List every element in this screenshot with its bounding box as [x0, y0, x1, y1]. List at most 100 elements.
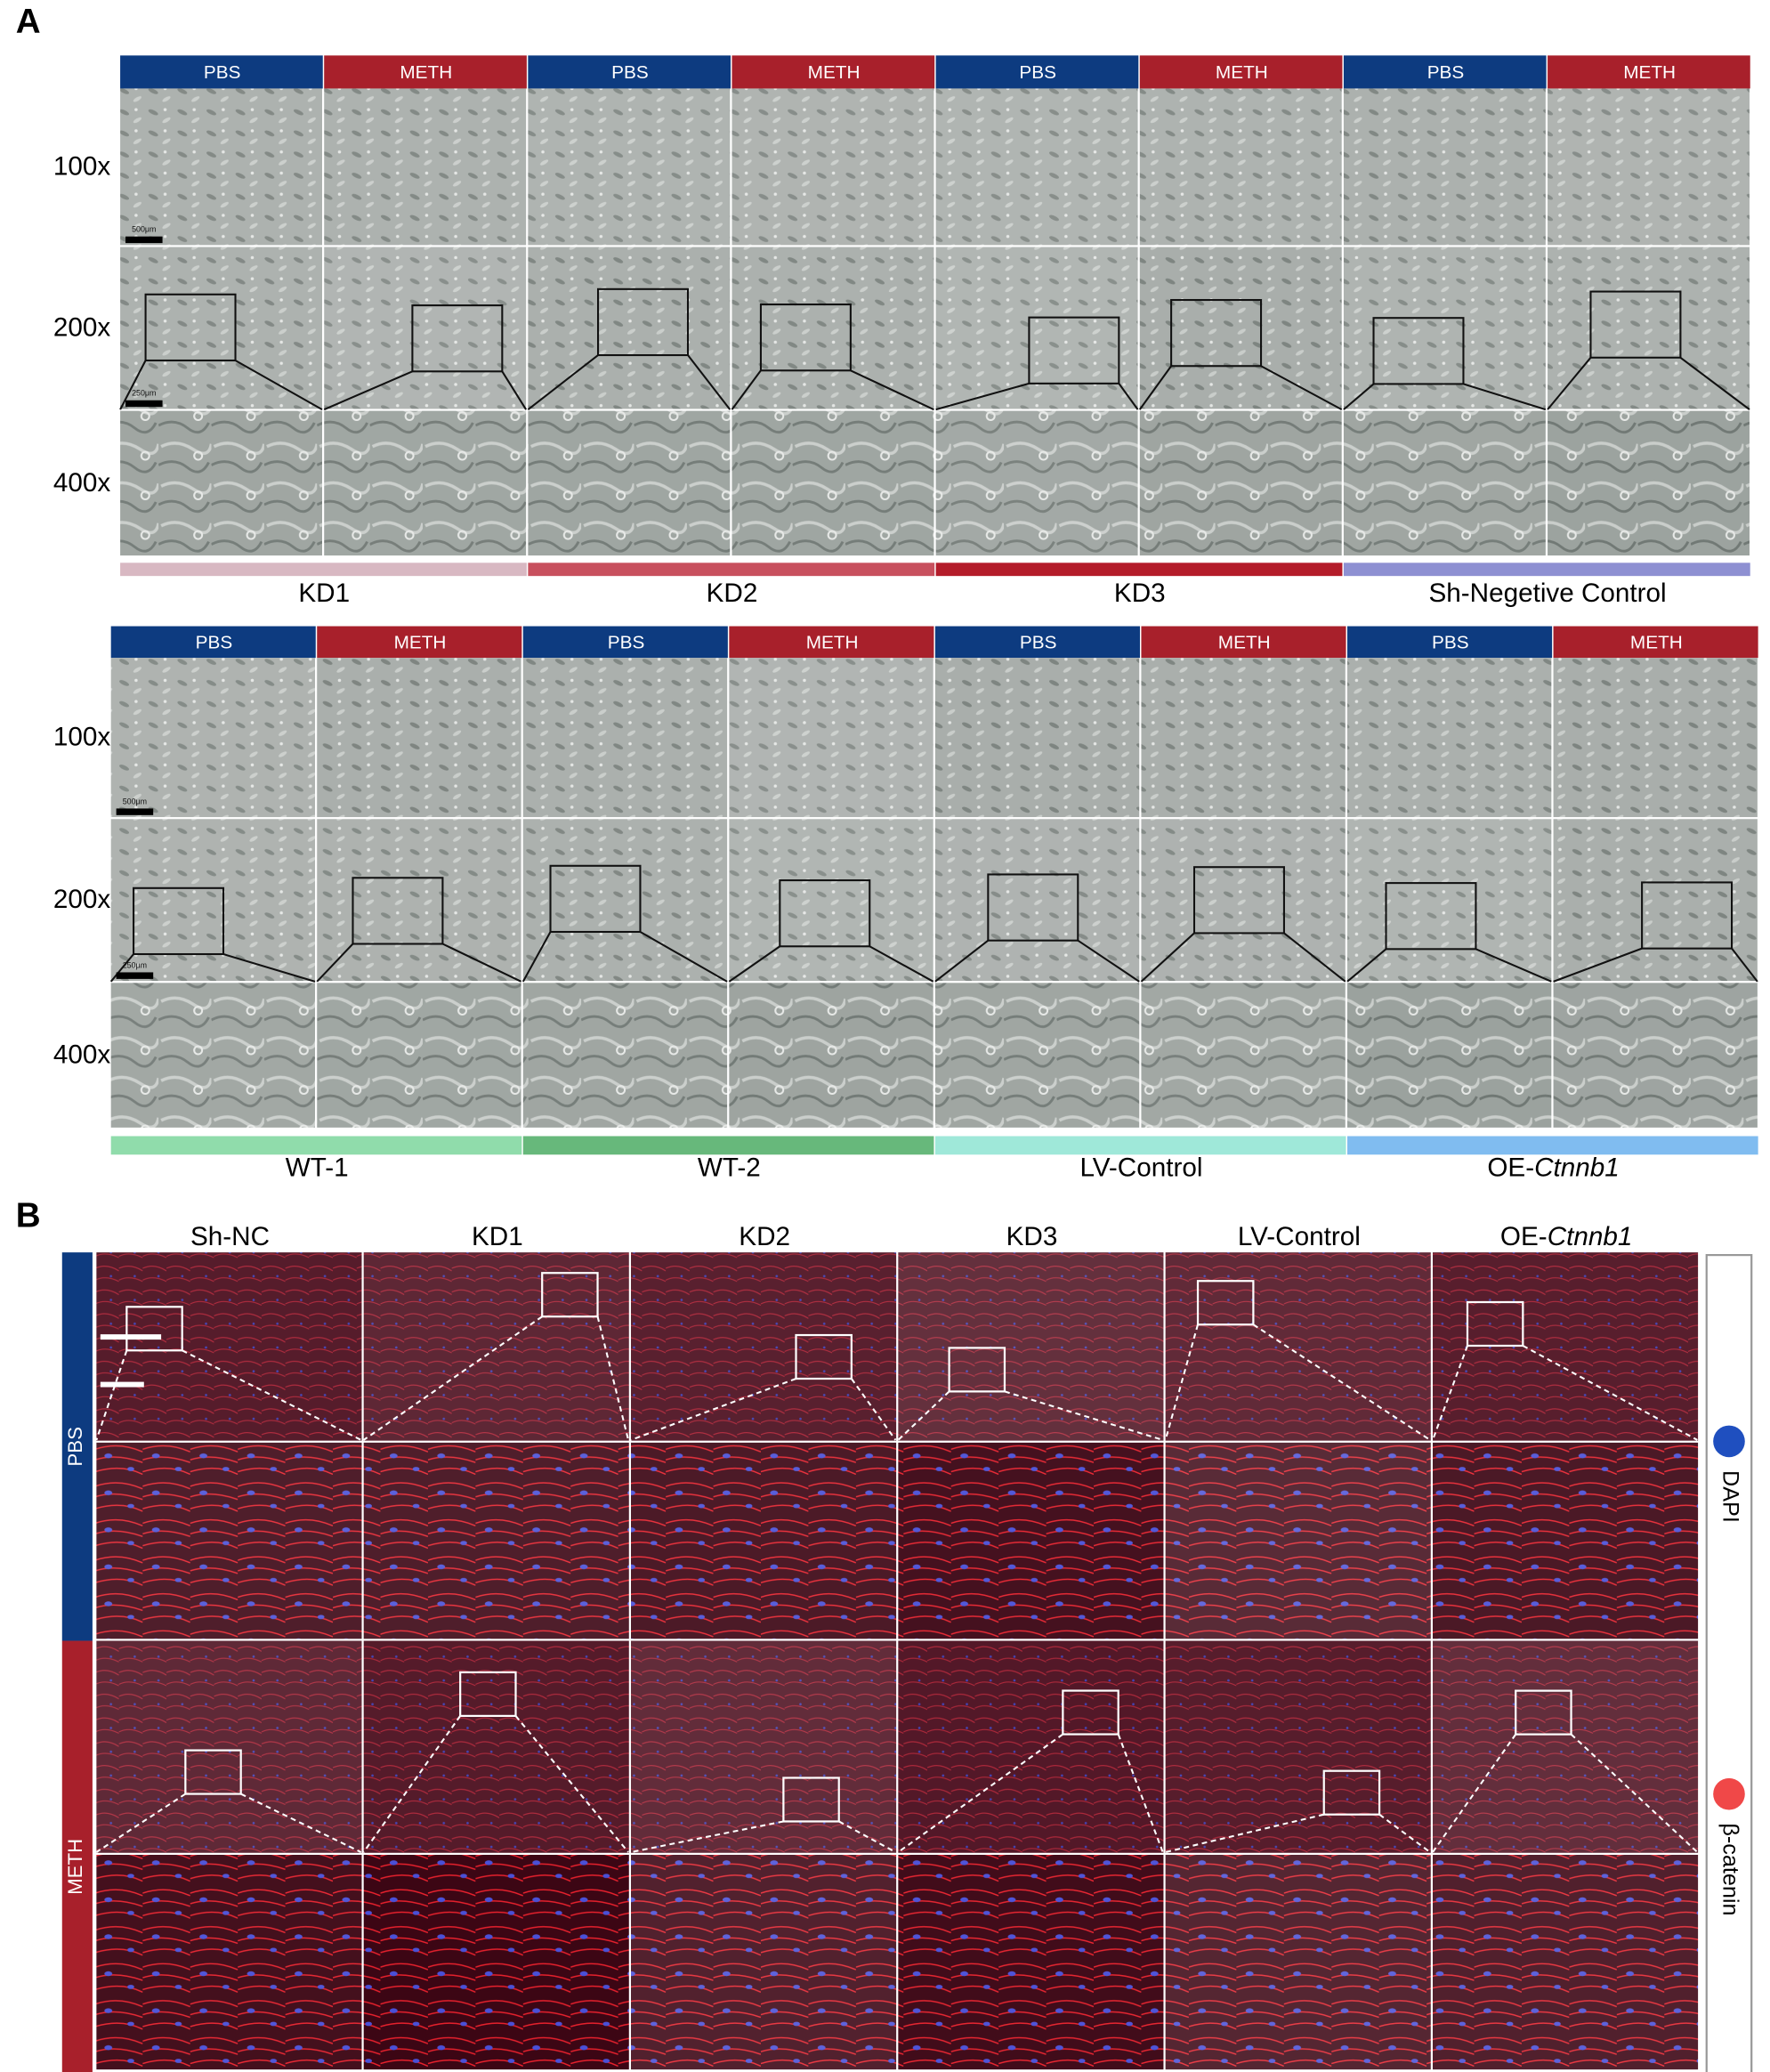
zoom-line [182, 1349, 362, 1441]
condition-header [324, 55, 527, 89]
magnification-label: 200x [53, 885, 111, 914]
zoom-line [1077, 939, 1140, 983]
zoom-box [1028, 316, 1120, 384]
fluorescence-image [96, 1854, 362, 2070]
fluorescence-image [363, 1252, 629, 1441]
micrograph [1548, 88, 1750, 246]
zoom-line [1117, 1734, 1164, 1853]
zoom-line [441, 943, 522, 983]
micrograph [731, 247, 934, 409]
fluorescence-image [631, 1252, 897, 1441]
fluorescence-image [1165, 1854, 1431, 2070]
scale-bar [125, 400, 163, 408]
micrograph [1139, 88, 1342, 246]
zoom-line [514, 1715, 629, 1853]
micrograph [934, 819, 1140, 982]
condition-label: METH [1216, 62, 1268, 83]
group-label: WT-1 [286, 1153, 349, 1182]
zoom-line [521, 931, 552, 983]
zoom-box [1372, 317, 1465, 385]
scale-bar [100, 1334, 162, 1340]
zoom-line [95, 1349, 128, 1441]
group-bar [110, 1136, 522, 1155]
condition-header [528, 55, 731, 89]
zoom-box [541, 1272, 599, 1318]
micrograph [1343, 88, 1546, 246]
zoom-line [222, 953, 316, 983]
micrograph [1343, 247, 1546, 409]
scale-bar-label: 250μm [132, 389, 156, 398]
legend-box [1705, 1253, 1753, 2072]
row-label: METH [64, 1839, 86, 1895]
condition-label: PBS [1019, 62, 1056, 83]
micrograph [1141, 983, 1346, 1128]
zoom-line [501, 370, 528, 410]
condition-header [317, 626, 522, 659]
zoom-line [1547, 357, 1592, 410]
fluorescence-image [631, 1442, 897, 1639]
column-label-text: KD2 [739, 1222, 790, 1251]
zoom-box [795, 1333, 853, 1380]
group-label-italic: Ctnnb1 [1534, 1153, 1620, 1182]
group-label: Sh-Negetive Control [1428, 579, 1666, 608]
zoom-line [1553, 947, 1643, 983]
legend-swatch [1713, 1777, 1745, 1810]
fluorescence-image [1165, 1442, 1431, 1639]
panel-label: B [16, 1197, 41, 1235]
column-label-text: Sh-NC [190, 1222, 270, 1251]
zoom-line [687, 354, 731, 410]
fluorescence-image [1432, 1854, 1699, 2070]
group-label-text: KD3 [1114, 579, 1166, 608]
zoom-line [1260, 365, 1343, 411]
zoom-line [630, 1378, 796, 1441]
zoom-line [1252, 1323, 1431, 1441]
scale-bar [116, 972, 154, 979]
micrograph [729, 819, 933, 982]
micrograph [324, 247, 527, 409]
condition-header [729, 626, 934, 659]
column-label: KD2 [739, 1222, 790, 1251]
zoom-line [1138, 365, 1172, 410]
condition-label: METH [1630, 632, 1683, 652]
micrograph [120, 410, 322, 556]
group-bar [528, 563, 935, 577]
group-label-text: WT-1 [286, 1153, 349, 1182]
micrograph [935, 410, 1138, 556]
micrograph [1141, 658, 1346, 818]
micrograph [522, 819, 728, 982]
zoom-box [184, 1749, 242, 1795]
fluorescence-image [898, 1442, 1164, 1639]
micrograph [522, 658, 728, 818]
condition-label: METH [806, 632, 859, 652]
micrograph [1343, 410, 1546, 556]
column-label-italic: Ctnnb1 [1548, 1222, 1633, 1251]
micrograph [1139, 247, 1342, 409]
condition-header [1548, 55, 1750, 89]
zoom-line [897, 1733, 1063, 1853]
group-label-text: Sh-Negetive Control [1428, 579, 1666, 608]
zoom-box [987, 873, 1079, 942]
fluorescence-image [631, 1854, 897, 2070]
zoom-line [1140, 932, 1195, 983]
column-label: KD3 [1006, 1222, 1058, 1251]
group-label: KD2 [707, 579, 758, 608]
zoom-box [549, 864, 642, 934]
group-label: KD1 [298, 579, 350, 608]
zoom-box [1062, 1689, 1119, 1736]
condition-label: METH [808, 62, 861, 83]
micrograph [110, 983, 316, 1128]
magnification-label: 100x [53, 723, 111, 752]
micrograph [528, 247, 731, 409]
micrograph [1347, 658, 1552, 818]
micrograph [1347, 983, 1552, 1128]
zoom-box [1515, 1689, 1572, 1736]
micrograph [110, 658, 316, 818]
condition-label: PBS [1432, 632, 1469, 652]
zoom-line [240, 1793, 362, 1853]
condition-label: PBS [608, 632, 645, 652]
scale-bar [125, 236, 163, 244]
group-label: WT-2 [698, 1153, 761, 1182]
legend-label: DAPI [1717, 1470, 1742, 1523]
column-label-text: KD1 [472, 1222, 523, 1251]
micrograph [120, 88, 322, 246]
